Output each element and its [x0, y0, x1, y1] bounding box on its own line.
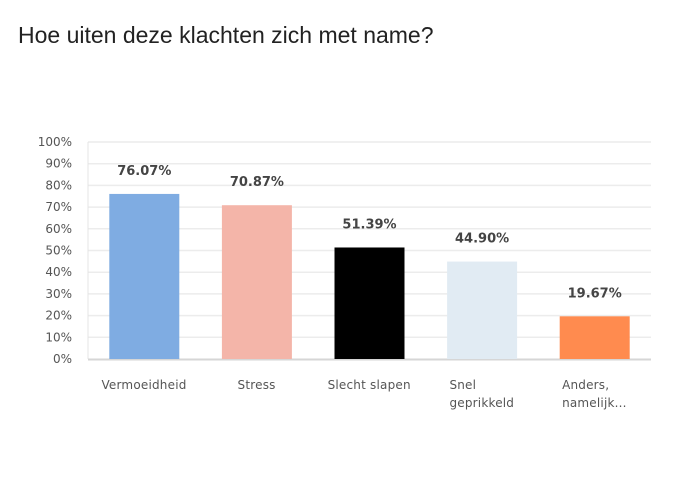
data-label: 19.67%: [568, 286, 622, 301]
x-tick-label-text: Snel geprikkeld: [449, 378, 515, 410]
data-label: 44.90%: [455, 232, 509, 247]
data-label: 70.87%: [230, 175, 284, 190]
y-tick-label: 20%: [45, 309, 72, 323]
x-tick-label: Snel geprikkeld: [426, 376, 538, 412]
y-tick-label: 100%: [38, 135, 72, 149]
data-label: 76.07%: [117, 164, 171, 179]
y-tick-label: 30%: [45, 287, 72, 301]
x-tick-label: Vermoeidheid: [88, 376, 200, 394]
x-tick-label-text: Anders, namelijk...: [562, 378, 627, 410]
bar: [221, 205, 292, 359]
x-tick-label: Slecht slapen: [313, 376, 425, 394]
y-tick-label: 60%: [45, 222, 72, 236]
bar: [447, 261, 518, 359]
x-tick-label-text: Stress: [237, 378, 276, 392]
y-tick-label: 0%: [53, 352, 72, 366]
x-tick-label-text: Slecht slapen: [327, 378, 411, 392]
x-tick-label: Stress: [201, 376, 313, 394]
bar: [559, 316, 630, 359]
y-tick-label: 70%: [45, 200, 72, 214]
y-tick-label: 40%: [45, 265, 72, 279]
y-tick-label: 50%: [45, 244, 72, 258]
chart-title: Hoe uiten deze klachten zich met name?: [18, 22, 434, 48]
bar: [109, 193, 180, 359]
y-tick-label: 90%: [45, 157, 72, 171]
x-tick-label: Anders, namelijk...: [538, 376, 650, 412]
y-tick-label: 10%: [45, 330, 72, 344]
data-label: 51.39%: [342, 217, 396, 232]
bar: [334, 247, 405, 359]
y-tick-label: 80%: [45, 178, 72, 192]
x-tick-label-text: Vermoeidheid: [101, 378, 187, 392]
